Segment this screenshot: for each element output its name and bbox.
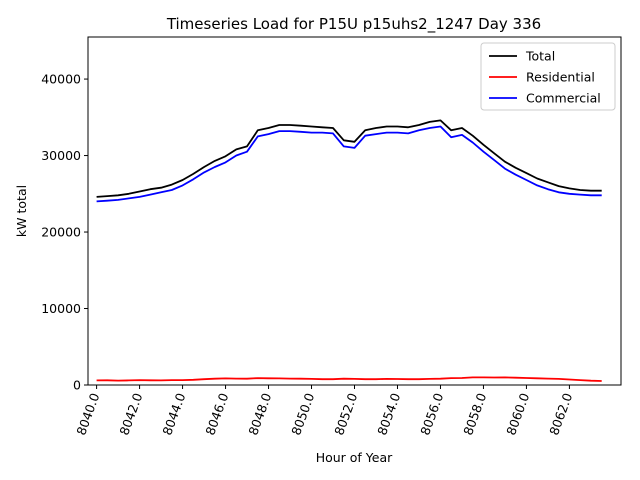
legend: Total Residential Commercial xyxy=(480,42,616,111)
x-axis-label: Hour of Year xyxy=(316,450,393,465)
y-tick-label: 30000 xyxy=(41,148,81,163)
chart-title: Timeseries Load for P15U p15uhs2_1247 Da… xyxy=(166,15,541,34)
series-line-residential xyxy=(96,376,602,382)
y-tick-label: 10000 xyxy=(41,301,81,316)
series-line-total xyxy=(96,119,602,198)
legend-label-residential: Residential xyxy=(526,70,595,85)
y-tick-label: 0 xyxy=(73,378,81,393)
legend-label-commercial: Commercial xyxy=(526,91,601,106)
y-tick-label: 20000 xyxy=(41,225,81,240)
series-line-commercial xyxy=(96,125,602,203)
y-tick-label: 40000 xyxy=(41,72,81,87)
legend-box xyxy=(480,42,616,111)
y-axis-label: kW total xyxy=(14,185,29,237)
legend-label-total: Total xyxy=(525,49,555,64)
